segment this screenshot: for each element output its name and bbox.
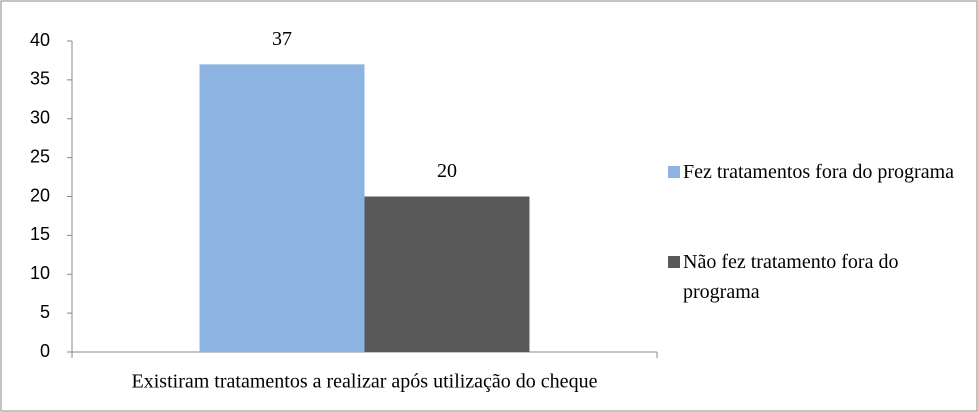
bar	[364, 196, 530, 352]
x-tick-label: Existiram tratamentos a realizar após ut…	[132, 371, 598, 393]
y-tick-label: 30	[30, 108, 50, 128]
y-tick-label: 5	[40, 302, 50, 322]
legend-swatch	[668, 256, 680, 268]
data-label: 37	[272, 28, 292, 50]
legend-label: Não fez tratamento fora do programa	[683, 251, 899, 303]
y-tick-label: 20	[30, 185, 50, 205]
y-tick-label: 15	[30, 224, 50, 244]
data-label: 20	[437, 160, 457, 182]
legend-swatch	[668, 166, 680, 178]
y-tick-label: 40	[30, 30, 50, 50]
y-tick-label: 10	[30, 263, 50, 283]
y-tick-label: 25	[30, 146, 50, 166]
legend-item: Fez tratamentos fora do programa	[668, 157, 968, 187]
y-tick-label: 35	[30, 69, 50, 89]
bar	[199, 64, 365, 352]
y-tick-label: 0	[40, 341, 50, 361]
legend-item: Não fez tratamento fora do programa	[668, 247, 968, 307]
legend-label: Fez tratamentos fora do programa	[683, 161, 955, 183]
